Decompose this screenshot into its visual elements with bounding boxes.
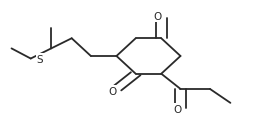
Text: O: O (108, 86, 116, 96)
Text: O: O (154, 12, 162, 22)
Text: O: O (174, 104, 182, 114)
Text: S: S (36, 55, 43, 65)
